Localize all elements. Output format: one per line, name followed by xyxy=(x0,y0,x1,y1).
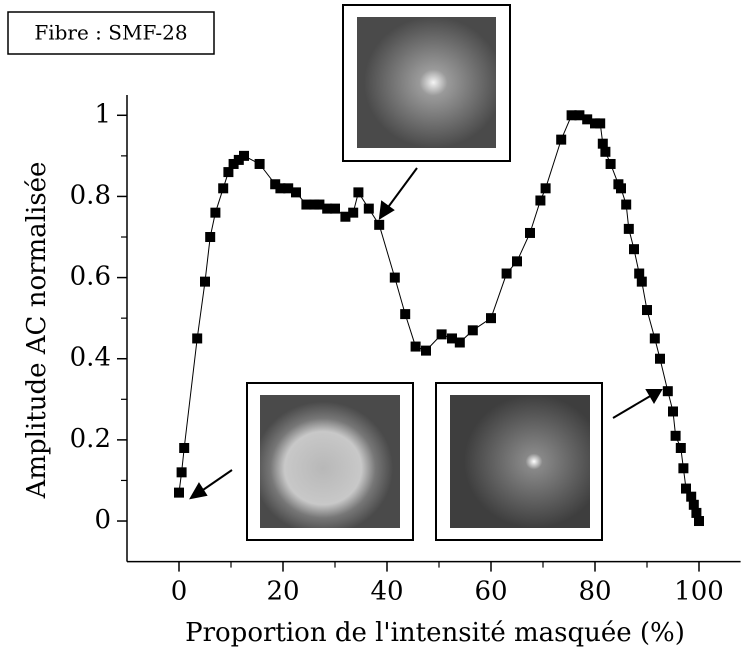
data-point xyxy=(179,442,190,453)
data-point xyxy=(210,207,221,218)
data-point xyxy=(374,219,385,230)
data-point xyxy=(590,118,600,129)
data-point xyxy=(200,276,210,287)
x-tick-label: 80 xyxy=(578,577,611,607)
data-point xyxy=(535,195,546,206)
data-point xyxy=(574,110,585,121)
annotation-box xyxy=(7,11,215,55)
data-point xyxy=(421,345,431,356)
data-point xyxy=(668,406,678,417)
data-point xyxy=(605,158,616,169)
data-point xyxy=(176,467,187,478)
data-point xyxy=(363,203,374,214)
x-tick-label: 100 xyxy=(674,577,724,607)
data-point xyxy=(566,110,577,121)
data-point xyxy=(634,268,645,279)
data-point xyxy=(486,313,496,324)
data-point xyxy=(675,442,686,453)
y-tick-label: 0 xyxy=(94,505,111,535)
data-point xyxy=(454,337,465,348)
data-point xyxy=(600,146,611,157)
data-point xyxy=(691,507,702,518)
data-point xyxy=(436,329,447,340)
data-point xyxy=(353,187,364,198)
y-tick-label: 0.4 xyxy=(70,343,111,373)
data-point xyxy=(694,516,704,527)
data-point xyxy=(688,499,699,510)
data-point xyxy=(340,211,351,222)
data-point xyxy=(218,183,229,194)
data-point xyxy=(686,491,697,502)
x-tick-label: 60 xyxy=(474,577,507,607)
inset-left xyxy=(246,382,414,541)
x-axis-title: Proportion de l'intensité masquée (%) xyxy=(185,618,685,648)
data-point xyxy=(223,167,234,178)
data-point xyxy=(597,138,608,149)
data-point xyxy=(254,158,265,169)
y-tick-label: 0.6 xyxy=(70,262,111,292)
data-point xyxy=(501,268,512,279)
data-point xyxy=(636,276,647,287)
data-point xyxy=(662,386,673,397)
data-point xyxy=(314,199,325,210)
x-tick-label: 0 xyxy=(171,577,188,607)
data-point xyxy=(556,134,567,145)
arrows xyxy=(189,167,663,500)
data-point xyxy=(582,114,593,125)
annotation: Fibre : SMF-28 xyxy=(34,21,187,45)
data-point xyxy=(291,187,301,198)
y-axis-title: Amplitude AC normalisée xyxy=(22,162,52,500)
inset-top xyxy=(342,4,511,162)
y-tick-label: 1 xyxy=(94,99,111,129)
data-point xyxy=(616,183,626,194)
x-tick-label: 20 xyxy=(266,577,299,607)
data-point xyxy=(410,341,421,352)
data-point xyxy=(512,256,522,267)
data-point xyxy=(642,305,652,316)
data-point xyxy=(678,463,689,474)
data-point xyxy=(233,154,244,165)
data-point xyxy=(629,244,639,255)
data-point xyxy=(655,353,665,364)
data-point xyxy=(389,272,400,283)
data-point xyxy=(322,203,333,214)
data-point xyxy=(447,333,457,344)
inset-right xyxy=(435,382,603,541)
x-tick-label: 40 xyxy=(370,577,403,607)
data-point xyxy=(681,483,691,494)
data-point xyxy=(621,199,632,210)
data-point xyxy=(270,179,281,190)
data-line xyxy=(178,114,700,522)
data-point xyxy=(228,158,239,169)
data-point xyxy=(330,203,340,214)
data-point xyxy=(174,487,184,498)
data-point xyxy=(205,232,216,243)
data-point xyxy=(649,333,660,344)
data-point xyxy=(275,183,286,194)
data-point xyxy=(400,309,411,320)
data-point xyxy=(670,430,681,441)
data-point xyxy=(540,183,551,194)
y-tick-label: 0.2 xyxy=(70,424,111,454)
y-tick-label: 0.8 xyxy=(70,180,111,210)
data-point xyxy=(192,333,203,344)
data-point xyxy=(595,118,606,129)
data-point xyxy=(283,183,294,194)
data-point xyxy=(525,227,535,238)
data-point xyxy=(239,150,249,161)
data-point xyxy=(309,199,320,210)
data-point xyxy=(623,223,634,234)
data-point xyxy=(301,199,312,210)
data-point xyxy=(348,207,359,218)
data-point xyxy=(467,325,478,336)
